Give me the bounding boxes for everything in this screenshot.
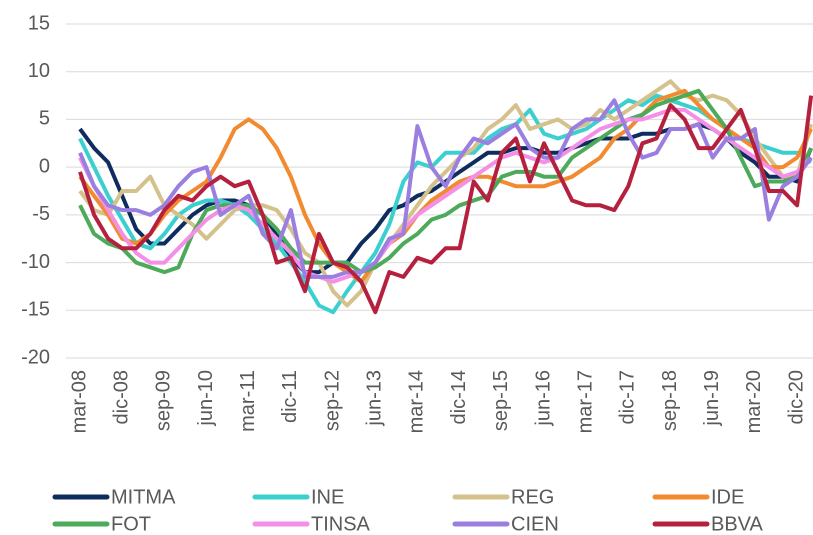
x-tick-label: mar-20	[743, 370, 765, 433]
y-tick-label: 10	[28, 60, 50, 82]
x-tick-label: dic-17	[617, 370, 639, 424]
x-tick-label: sep-15	[490, 370, 512, 431]
series-line	[78, 107, 813, 284]
x-tick-label: sep-18	[659, 370, 681, 431]
x-tick-label: sep-12	[321, 370, 343, 431]
x-tick-label: sep-09	[153, 370, 175, 431]
y-tick-label: -15	[21, 299, 50, 321]
x-tick-label: jun-16	[532, 370, 554, 427]
x-tick-label: jun-19	[701, 370, 723, 427]
x-tick-label: jun-10	[195, 370, 217, 427]
legend-label: CIEN	[511, 513, 559, 535]
legend-label: BBVA	[711, 513, 764, 535]
legend-label: IDE	[711, 486, 744, 508]
x-tick-label: mar-08	[68, 370, 90, 433]
y-tick-label: -20	[21, 346, 50, 368]
x-tick-label: mar-17	[574, 370, 596, 433]
x-tick-label: mar-11	[237, 370, 259, 432]
y-tick-label: 5	[39, 108, 50, 130]
legend-label: REG	[511, 486, 554, 508]
x-tick-label: dic-08	[110, 370, 132, 424]
legend-label: INE	[311, 486, 344, 508]
y-tick-label: 0	[39, 155, 50, 177]
y-tick-label: -10	[21, 251, 50, 273]
x-tick-label: jun-13	[364, 370, 386, 427]
legend-label: MITMA	[111, 486, 176, 508]
series-line	[78, 93, 813, 315]
series-line	[78, 88, 813, 275]
x-tick-label: dic-20	[785, 370, 807, 424]
y-tick-label: 15	[28, 12, 50, 34]
series-line	[78, 95, 813, 315]
legend-label: TINSA	[311, 513, 371, 535]
x-tick-label: dic-11	[279, 370, 301, 423]
x-tick-label: mar-14	[406, 370, 428, 433]
x-tick-label: dic-14	[448, 370, 470, 424]
legend-label: FOT	[111, 513, 151, 535]
y-tick-label: -5	[32, 203, 50, 225]
